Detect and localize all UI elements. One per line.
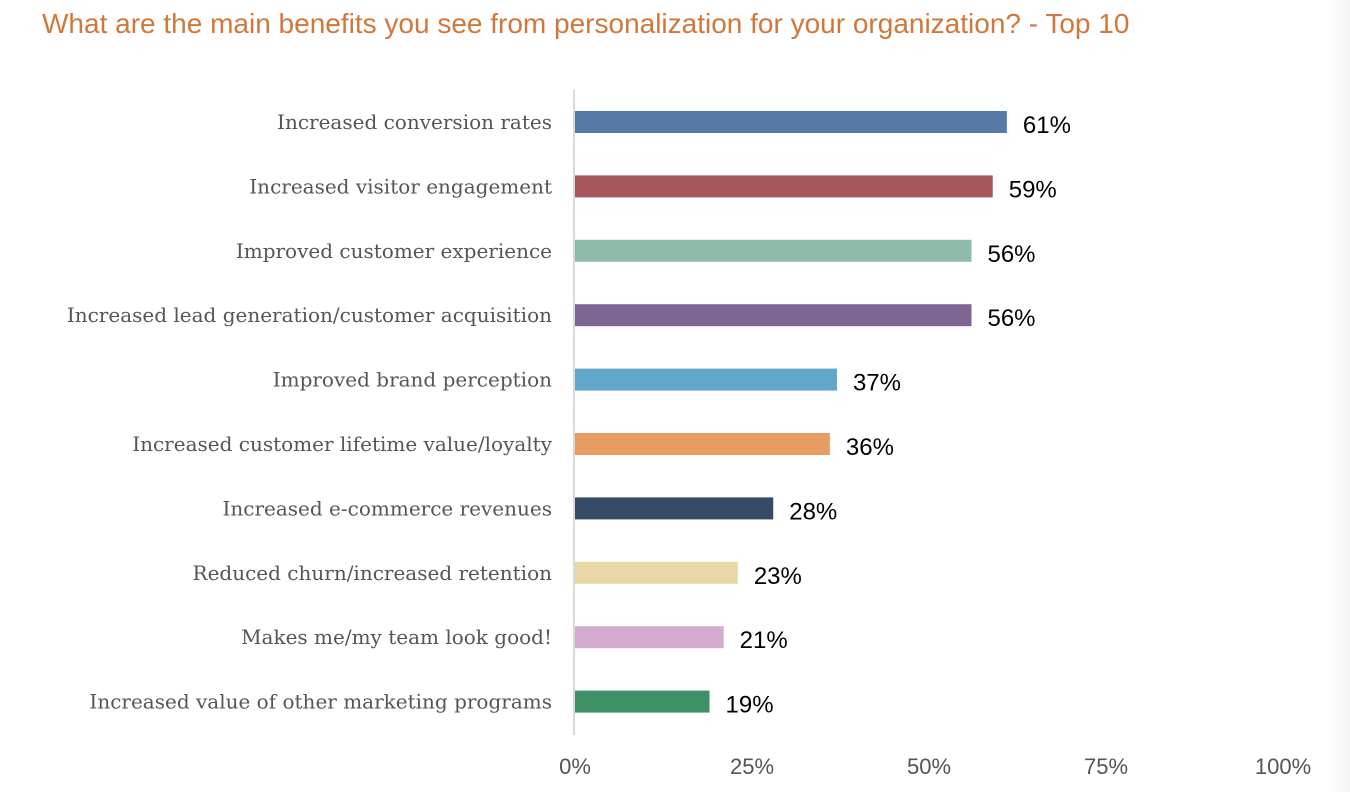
x-tick-label: 50% xyxy=(907,754,951,779)
category-label: Increased value of other marketing progr… xyxy=(89,690,552,714)
category-label: Reduced churn/increased retention xyxy=(193,561,553,585)
value-label: 28% xyxy=(789,498,837,525)
value-label: 23% xyxy=(754,563,802,590)
category-label: Increased e-commerce revenues xyxy=(222,496,552,520)
value-label: 21% xyxy=(740,627,788,654)
category-label: Improved brand perception xyxy=(273,368,552,392)
bar-4 xyxy=(575,304,972,327)
x-tick-label: 0% xyxy=(559,754,591,779)
category-label: Increased visitor engagement xyxy=(249,174,552,198)
bars-group xyxy=(575,111,1007,713)
bar-7 xyxy=(575,497,774,520)
bar-1 xyxy=(575,111,1007,133)
value-label: 36% xyxy=(846,434,894,461)
value-label: 19% xyxy=(726,692,774,719)
value-label: 37% xyxy=(853,370,901,397)
category-label: Increased lead generation/customer acqui… xyxy=(67,303,552,327)
value-label: 61% xyxy=(1023,112,1071,139)
chart-title: What are the main benefits you see from … xyxy=(42,8,1130,39)
category-label: Makes me/my team look good! xyxy=(241,625,552,649)
bar-6 xyxy=(575,433,830,455)
bar-8 xyxy=(575,561,738,584)
bar-2 xyxy=(575,175,993,198)
value-labels: 61% 59% 56% 56% 37% 36% 28% 23% 21% 19% xyxy=(726,112,1071,719)
bar-9 xyxy=(575,626,724,649)
value-label: 56% xyxy=(987,241,1035,268)
bar-5 xyxy=(575,368,837,391)
category-labels: Increased conversion rates Increased visi… xyxy=(67,110,553,714)
bar-10 xyxy=(575,690,710,713)
category-label: Improved customer experience xyxy=(236,239,552,263)
x-axis-ticks: 0% 25% 50% 75% 100% xyxy=(559,754,1311,779)
category-label: Increased customer lifetime value/loyalt… xyxy=(132,432,552,456)
x-tick-label: 75% xyxy=(1084,754,1128,779)
value-label: 56% xyxy=(987,305,1035,332)
bar-3 xyxy=(575,239,972,262)
x-tick-label: 100% xyxy=(1255,754,1311,779)
value-label: 59% xyxy=(1009,176,1057,203)
page-edge-shade xyxy=(1328,0,1350,792)
x-tick-label: 25% xyxy=(730,754,774,779)
category-label: Increased conversion rates xyxy=(277,110,552,134)
